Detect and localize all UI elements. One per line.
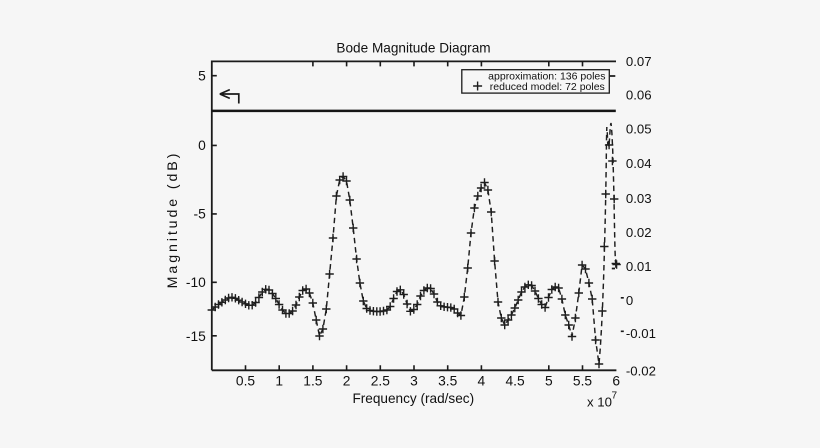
svg-text:5.5: 5.5 — [573, 374, 593, 389]
svg-text:5: 5 — [198, 69, 206, 84]
svg-text:2.5: 2.5 — [371, 374, 391, 389]
svg-text:-10: -10 — [186, 275, 206, 290]
svg-text:0.06: 0.06 — [626, 87, 652, 102]
svg-text:-15: -15 — [186, 329, 206, 344]
svg-text:0: 0 — [198, 138, 206, 153]
svg-text:3: 3 — [410, 374, 418, 389]
svg-text:approximation: 136 poles: approximation: 136 poles — [488, 71, 605, 83]
svg-text:0.01: 0.01 — [626, 259, 652, 274]
svg-text:Frequency (rad/sec): Frequency (rad/sec) — [352, 391, 474, 406]
svg-text:reduced model: 72 poles: reduced model: 72 poles — [490, 81, 605, 93]
svg-text:x 10: x 10 — [587, 395, 612, 410]
svg-text:0.07: 0.07 — [626, 54, 652, 69]
svg-text:0.05: 0.05 — [626, 122, 652, 137]
svg-text:0.03: 0.03 — [626, 191, 652, 206]
svg-text:0.02: 0.02 — [626, 225, 652, 240]
svg-text:1: 1 — [275, 374, 283, 389]
svg-text:0.04: 0.04 — [626, 156, 652, 171]
svg-text:5: 5 — [545, 374, 553, 389]
svg-text:2: 2 — [343, 374, 351, 389]
svg-text:6: 6 — [612, 374, 620, 389]
svg-text:3.5: 3.5 — [438, 374, 458, 389]
svg-text:Bode Magnitude Diagram: Bode Magnitude Diagram — [336, 41, 490, 56]
svg-text:4.5: 4.5 — [506, 374, 526, 389]
svg-text:0.5: 0.5 — [236, 374, 256, 389]
svg-text:Magnitude (dB): Magnitude (dB) — [165, 151, 181, 289]
svg-text:7: 7 — [612, 391, 618, 402]
svg-text:-5: -5 — [194, 207, 207, 222]
svg-text:1.5: 1.5 — [303, 374, 323, 389]
svg-text:4: 4 — [478, 374, 486, 389]
svg-text:-0.02: -0.02 — [626, 363, 656, 378]
svg-text:-0.01: -0.01 — [626, 326, 656, 341]
svg-text:0: 0 — [626, 293, 633, 308]
